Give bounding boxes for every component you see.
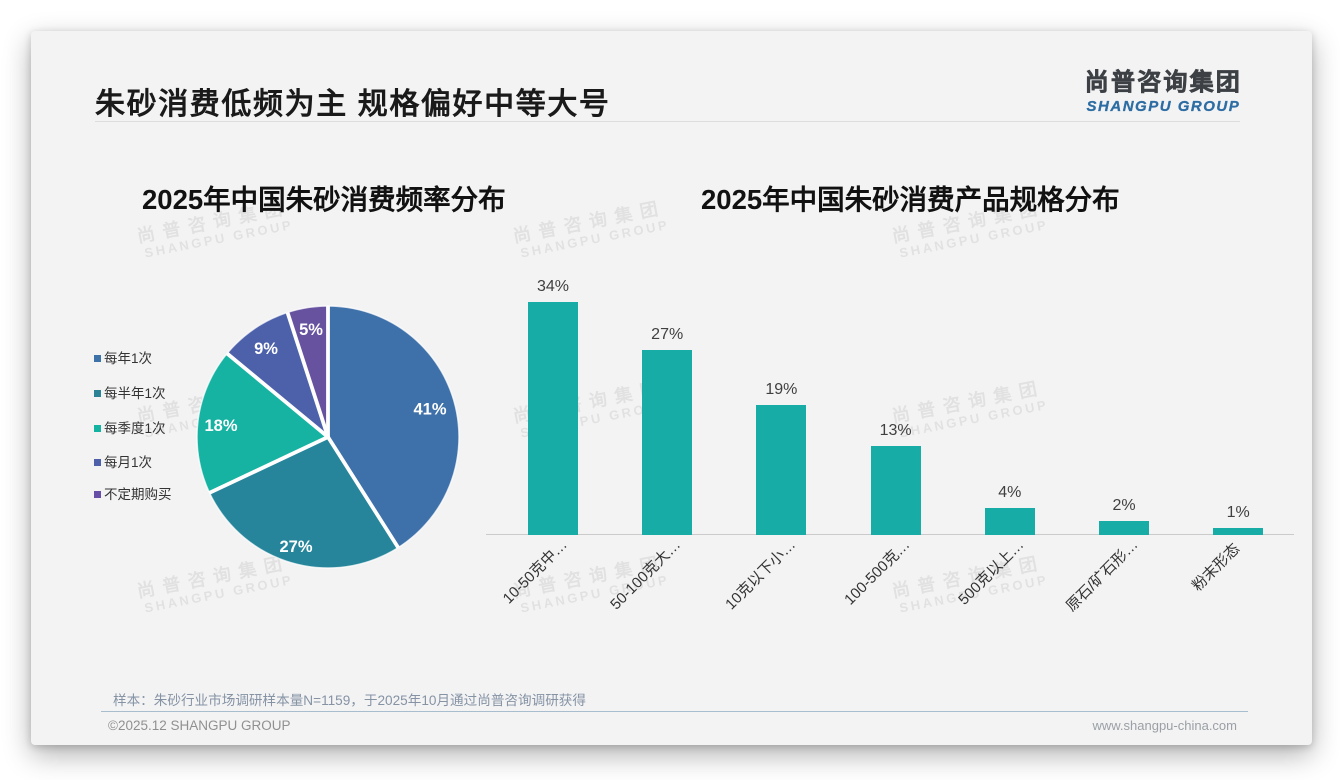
svg-text:41%: 41% <box>413 401 446 419</box>
svg-text:5%: 5% <box>299 321 323 339</box>
svg-text:27%: 27% <box>279 538 312 556</box>
svg-text:9%: 9% <box>254 340 278 358</box>
svg-text:18%: 18% <box>204 417 237 435</box>
